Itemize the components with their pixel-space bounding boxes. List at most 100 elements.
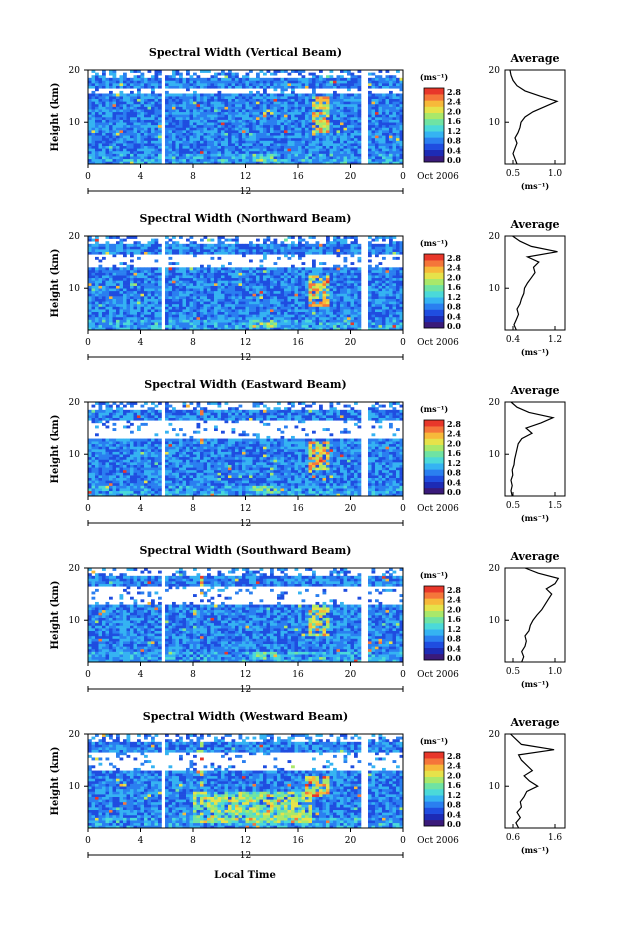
heatmap-cell [102,309,106,313]
heatmap-cell [207,101,211,105]
heatmap-cell [182,288,187,292]
heatmap-cell [270,275,274,279]
heatmap-cell [98,122,103,126]
heatmap-cell [263,293,267,297]
heatmap-cell [333,238,337,242]
heatmap-cell [385,93,390,97]
heatmap-cell [179,119,183,123]
heatmap-cell [312,269,316,273]
heatmap-cell [280,148,285,152]
heatmap-cell [319,306,323,310]
heatmap-cell [200,135,204,139]
heatmap-cell [221,161,225,165]
heatmap-cell [294,296,299,299]
heatmap-cell [291,269,295,273]
heatmap-cell [207,85,211,89]
heatmap-cell [305,101,309,105]
heatmap-cell [252,101,257,105]
heatmap-cell [301,314,306,318]
heatmap-cell [298,132,302,136]
heatmap-cell [168,80,173,84]
heatmap-cell [224,150,229,154]
heatmap-cell [144,267,148,271]
heatmap-cell [147,293,152,297]
heatmap-cell [186,238,190,242]
heatmap-cell [172,122,176,126]
heatmap-cell [242,254,246,258]
heatmap-cell [217,311,222,315]
heatmap-cell [333,301,337,305]
heatmap-cell [277,101,281,105]
heatmap-cell [221,119,225,123]
heatmap-cell [291,280,295,284]
heatmap-cell [228,269,232,273]
heatmap-cell [207,127,211,131]
heatmap-cell [238,119,243,123]
heatmap-cell [238,288,243,292]
heatmap-cell [273,327,278,331]
heatmap-cell [147,119,152,123]
heatmap-cell [140,246,145,250]
heatmap-cell [130,124,134,128]
heatmap-cell [95,243,99,247]
heatmap-cell [217,109,222,113]
heatmap-cell [193,277,197,281]
heatmap-cell [91,85,96,89]
heatmap-cell [263,137,267,141]
heatmap-cell [140,75,145,79]
heatmap-cell [249,83,253,86]
heatmap-cell [154,267,159,271]
heatmap-cell [105,96,110,100]
heatmap-cell [270,96,274,100]
heatmap-cell [200,124,204,128]
heatmap-cell [263,241,267,245]
heatmap-cell [277,93,281,97]
heatmap-cell [137,148,141,152]
heatmap-cell [371,96,376,100]
heatmap-cell [91,272,96,276]
heatmap-cell [326,311,330,315]
heatmap-cell [385,137,390,141]
heatmap-cell [217,143,222,147]
heatmap-cell [196,314,201,318]
heatmap-cell [144,314,148,318]
heatmap-cell [259,161,264,165]
heatmap-cell [88,145,92,149]
heatmap-cell [273,114,278,118]
heatmap-cell [347,77,351,81]
heatmap-cell [168,290,173,294]
heatmap-cell [95,285,99,289]
heatmap-cell [203,161,208,165]
heatmap-cell [179,135,183,139]
heatmap-cell [231,316,236,320]
heatmap-cell [340,75,344,79]
heatmap-cell [336,324,341,328]
heatmap-cell [140,280,145,284]
heatmap-cell [256,296,260,299]
heatmap-cell [329,319,334,323]
heatmap-cell [273,322,278,326]
heatmap-cell [256,75,260,79]
heatmap-cell [392,127,397,131]
heatmap-cell [207,140,211,144]
heatmap-cell [375,101,379,105]
heatmap-cell [266,309,271,313]
heatmap-cell [158,114,162,118]
heatmap-cell [266,283,271,286]
heatmap-cell [168,85,173,89]
heatmap-cell [175,319,180,323]
heatmap-cell [256,98,260,102]
heatmap-cell [137,288,141,292]
heatmap-cell [168,246,173,250]
heatmap-cell [102,127,106,131]
heatmap-cell [273,130,278,133]
heatmap-cell [210,275,215,279]
heatmap-cell [179,122,183,126]
heatmap-cell [221,148,225,152]
heatmap-cell [126,111,131,115]
heatmap-cell [235,275,239,279]
heatmap-cell [154,277,159,281]
heatmap-cell [277,280,281,284]
heatmap-cell [273,101,278,105]
heatmap-cell [301,324,306,328]
